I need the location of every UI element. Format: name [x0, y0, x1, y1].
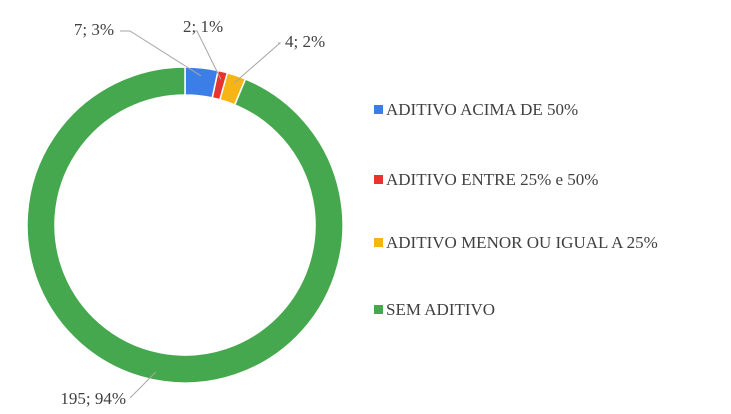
donut-slice [26, 66, 344, 384]
data-label: 2; 1% [183, 17, 223, 36]
leader-line [120, 30, 202, 77]
legend-item: SEM ADITIVO [374, 300, 716, 319]
data-label: 195; 94% [60, 389, 126, 408]
data-label: 7; 3% [74, 20, 114, 39]
legend-swatch [374, 238, 383, 247]
legend-item: ADITIVO ACIMA DE 50% [374, 100, 716, 119]
legend-item: ADITIVO ENTRE 25% e 50% [374, 170, 716, 189]
legend-label: ADITIVO ENTRE 25% e 50% [386, 170, 599, 189]
data-label: 4; 2% [285, 32, 325, 51]
legend-item: ADITIVO MENOR OU IGUAL A 25% [374, 233, 696, 252]
leader-line [233, 42, 282, 84]
legend-swatch [374, 305, 383, 314]
legend-swatch [374, 105, 383, 114]
legend-label: ADITIVO MENOR OU IGUAL A 25% [386, 233, 658, 252]
leader-line [129, 371, 157, 399]
leader-line [195, 30, 222, 80]
legend-label: ADITIVO ACIMA DE 50% [386, 100, 579, 119]
legend-swatch [374, 175, 383, 184]
legend-label: SEM ADITIVO [386, 300, 496, 319]
